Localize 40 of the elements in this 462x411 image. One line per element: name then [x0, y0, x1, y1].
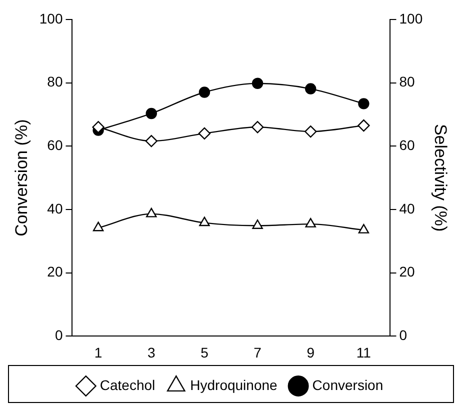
y-tick-label: 80: [47, 74, 63, 90]
legend-label: Catechol: [100, 376, 156, 393]
y2-tick-label: 60: [399, 136, 416, 153]
x-tick-label: 9: [306, 344, 315, 360]
point: [198, 127, 211, 140]
y-tick-label: 40: [47, 200, 63, 216]
y-tick-label: 60: [47, 136, 63, 153]
y2-tick-label: 20: [399, 264, 416, 280]
y-tick-label: 100: [39, 10, 63, 26]
legend-label: Conversion: [312, 376, 384, 393]
point: [92, 121, 104, 134]
point: [305, 83, 316, 94]
y2-tick-label: 100: [399, 10, 423, 26]
y2-tick-label: 80: [399, 74, 416, 90]
x-tick-label: 11: [356, 344, 372, 360]
point: [358, 224, 370, 234]
point: [145, 134, 158, 148]
y-tick-label: 20: [47, 264, 63, 280]
point: [252, 220, 263, 229]
y2-axis-title: Selectivity (%): [431, 124, 450, 232]
x-tick-label: 5: [200, 344, 209, 360]
x-tick-label: 1: [94, 344, 102, 360]
point: [358, 98, 370, 110]
point: [252, 78, 264, 89]
x-tick-label: 3: [147, 344, 156, 360]
point: [198, 86, 210, 98]
y2-tick-label: 40: [399, 200, 416, 216]
point: [304, 125, 317, 138]
point: [251, 121, 264, 134]
point: [146, 108, 157, 120]
point: [358, 119, 370, 132]
y2-tick-label: 0: [399, 327, 408, 344]
y-tick-label: 0: [54, 327, 63, 344]
y-axis-title: Conversion (%): [12, 119, 31, 236]
point: [146, 208, 157, 218]
point: [92, 222, 104, 232]
point: [305, 218, 316, 228]
x-tick-label: 7: [254, 344, 262, 360]
point: [199, 216, 210, 226]
legend-label: Hydroquinone: [190, 376, 278, 393]
